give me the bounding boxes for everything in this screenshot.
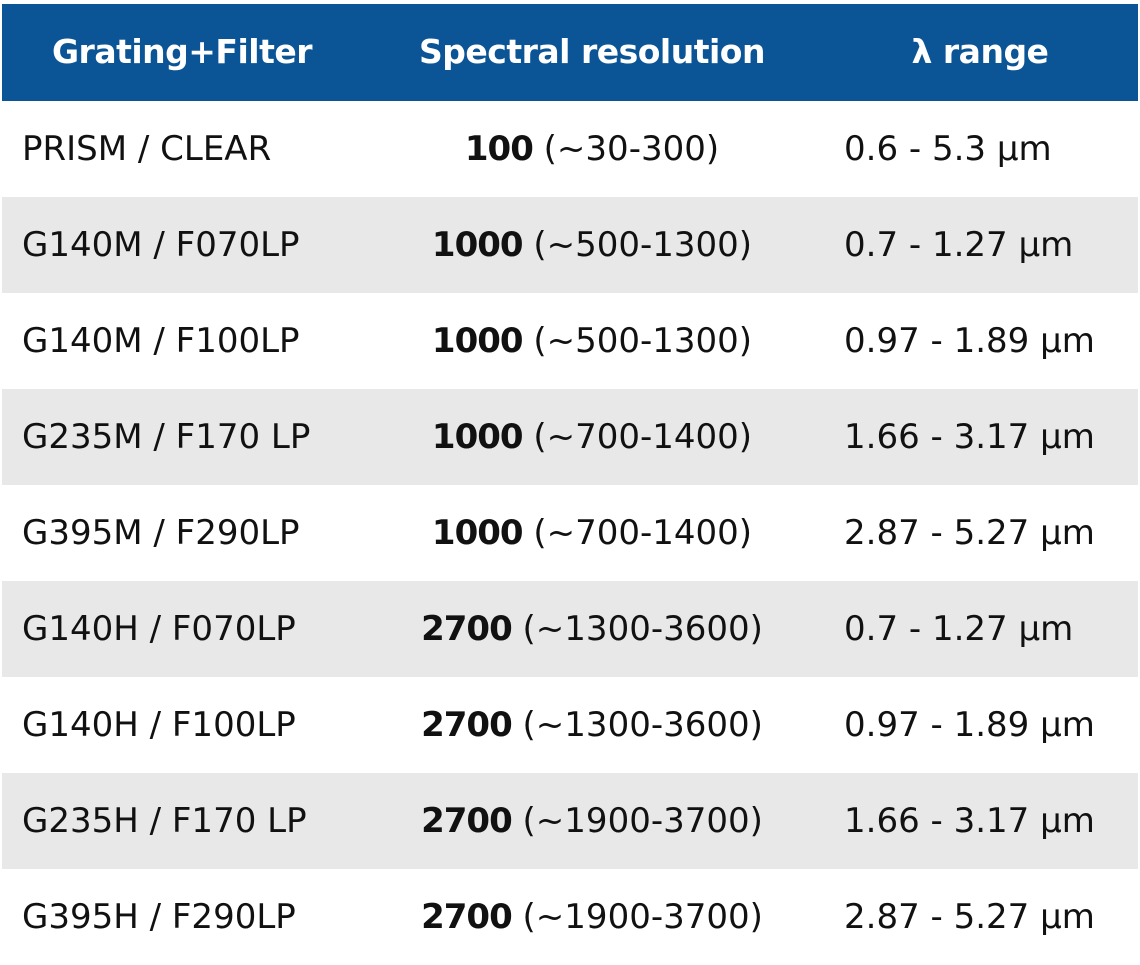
resolution-cell: 1000 (~700-1400) [362, 485, 822, 581]
table-row: G140H / F100LP 2700 (~1300-3600) 0.97 - … [2, 677, 1138, 773]
resolution-range: (~500-1300) [533, 321, 753, 361]
resolution-range: (~1900-3700) [522, 897, 763, 937]
grating-filter-cell: G235M / F170 LP [22, 417, 311, 457]
lambda-range-cell: 0.7 - 1.27 µm [844, 225, 1074, 265]
resolution-cell: 2700 (~1300-3600) [362, 677, 822, 773]
resolution-cell: 2700 (~1300-3600) [362, 581, 822, 677]
table-row: G140M / F100LP 1000 (~500-1300) 0.97 - 1… [2, 293, 1138, 389]
resolution-cell: 2700 (~1900-3700) [362, 773, 822, 869]
table-body: PRISM / CLEAR 100 (~30-300) 0.6 - 5.3 µm… [2, 101, 1138, 965]
table-row: G235M / F170 LP 1000 (~700-1400) 1.66 - … [2, 389, 1138, 485]
resolution-range: (~30-300) [543, 129, 720, 169]
resolution-value: 1000 [431, 321, 524, 361]
lambda-range-cell: 0.7 - 1.27 µm [844, 609, 1074, 649]
grating-filter-cell: G235H / F170 LP [22, 801, 307, 841]
grating-filter-cell: G395M / F290LP [22, 513, 300, 553]
grating-filter-cell: G140M / F100LP [22, 321, 300, 361]
header-spectral-resolution: Spectral resolution [419, 32, 765, 71]
resolution-cell: 1000 (~700-1400) [362, 389, 822, 485]
resolution-value: 2700 [421, 609, 513, 649]
table-header: Grating+Filter Spectral resolution λ ran… [2, 4, 1138, 101]
resolution-cell: 2700 (~1900-3700) [362, 869, 822, 965]
lambda-range-cell: 2.87 - 5.27 µm [844, 513, 1095, 553]
grating-filter-cell: G140H / F100LP [22, 705, 296, 745]
resolution-cell: 100 (~30-300) [362, 101, 822, 197]
table-row: G395H / F290LP 2700 (~1900-3700) 2.87 - … [2, 869, 1138, 965]
table-row: G140H / F070LP 2700 (~1300-3600) 0.7 - 1… [2, 581, 1138, 677]
resolution-value: 1000 [431, 513, 524, 553]
grating-filter-cell: G140H / F070LP [22, 609, 296, 649]
resolution-cell: 1000 (~500-1300) [362, 293, 822, 389]
resolution-range: (~500-1300) [533, 225, 753, 265]
header-grating-filter: Grating+Filter [51, 32, 313, 71]
lambda-range-cell: 2.87 - 5.27 µm [844, 897, 1095, 937]
resolution-value: 2700 [421, 897, 513, 937]
grating-filter-cell: G395H / F290LP [22, 897, 296, 937]
table-row: G395M / F290LP 1000 (~700-1400) 2.87 - 5… [2, 485, 1138, 581]
lambda-range-cell: 1.66 - 3.17 µm [844, 417, 1095, 457]
resolution-value: 1000 [431, 225, 524, 265]
lambda-range-cell: 0.6 - 5.3 µm [844, 129, 1052, 169]
lambda-range-cell: 0.97 - 1.89 µm [844, 705, 1095, 745]
spectral-config-table: Grating+Filter Spectral resolution λ ran… [2, 4, 1138, 953]
table-row: G140M / F070LP 1000 (~500-1300) 0.7 - 1.… [2, 197, 1138, 293]
resolution-value: 1000 [431, 417, 524, 457]
resolution-value: 100 [464, 129, 534, 169]
resolution-cell: 1000 (~500-1300) [362, 197, 822, 293]
resolution-range: (~700-1400) [533, 513, 753, 553]
resolution-value: 2700 [421, 705, 513, 745]
resolution-range: (~1300-3600) [522, 609, 763, 649]
resolution-range: (~700-1400) [533, 417, 753, 457]
lambda-range-cell: 1.66 - 3.17 µm [844, 801, 1095, 841]
grating-filter-cell: G140M / F070LP [22, 225, 300, 265]
table-row: G235H / F170 LP 2700 (~1900-3700) 1.66 -… [2, 773, 1138, 869]
header-lambda-range: λ range [911, 32, 1049, 71]
resolution-value: 2700 [421, 801, 513, 841]
lambda-range-cell: 0.97 - 1.89 µm [844, 321, 1095, 361]
resolution-range: (~1900-3700) [522, 801, 763, 841]
table-row: PRISM / CLEAR 100 (~30-300) 0.6 - 5.3 µm [2, 101, 1138, 197]
grating-filter-cell: PRISM / CLEAR [22, 129, 272, 169]
resolution-range: (~1300-3600) [522, 705, 763, 745]
